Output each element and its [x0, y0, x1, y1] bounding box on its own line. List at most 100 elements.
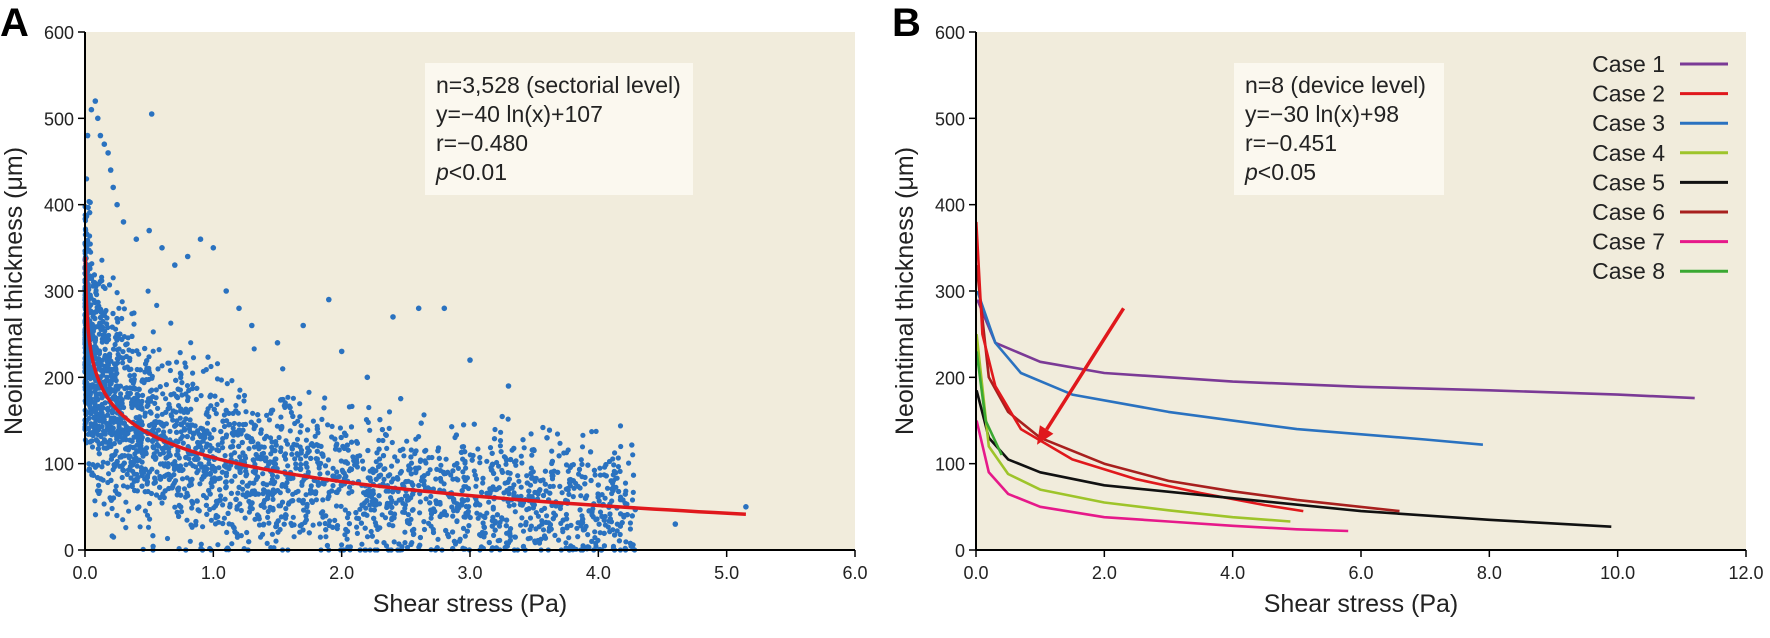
- scatter-point: [177, 350, 183, 356]
- scatter-point: [342, 532, 348, 538]
- scatter-point: [421, 482, 427, 488]
- scatter-point: [298, 456, 304, 462]
- scatter-point: [255, 474, 261, 480]
- scatter-point: [469, 457, 475, 463]
- scatter-point: [281, 403, 287, 409]
- scatter-point: [519, 460, 525, 466]
- panel-a-stat-p: p<0.01: [435, 159, 507, 185]
- series-line-case-4: [975, 334, 1291, 523]
- panel-a-stat-n: n=3,528 (sectorial level): [436, 72, 681, 98]
- scatter-point: [439, 511, 445, 517]
- scatter-point: [536, 540, 543, 546]
- scatter-point: [570, 494, 576, 500]
- scatter-point: [542, 535, 549, 541]
- scatter-point: [451, 497, 457, 503]
- scatter-point: [582, 495, 589, 502]
- scatter-point: [144, 403, 150, 409]
- scatter-point: [200, 432, 206, 438]
- scatter-point: [284, 480, 290, 486]
- scatter-point: [129, 333, 135, 339]
- scatter-point: [410, 531, 416, 538]
- scatter-point: [184, 517, 190, 523]
- scatter-point: [157, 495, 163, 501]
- scatter-point: [289, 446, 295, 452]
- scatter-point: [242, 515, 248, 521]
- scatter-point: [627, 526, 634, 532]
- scatter-point: [174, 429, 180, 435]
- scatter-point: [287, 428, 293, 434]
- scatter-point: [187, 429, 193, 435]
- scatter-point: [148, 111, 155, 117]
- scatter-point: [205, 354, 211, 360]
- scatter-point: [102, 285, 108, 291]
- fit-curve: [83, 257, 746, 516]
- scatter-point: [102, 400, 108, 406]
- scatter-point: [526, 488, 532, 494]
- scatter-point: [97, 132, 104, 139]
- legend-label: Case 1: [1592, 51, 1665, 77]
- scatter-point: [384, 503, 390, 509]
- scatter-point: [474, 510, 480, 516]
- scatter-point: [319, 480, 326, 486]
- scatter-point: [333, 503, 340, 509]
- scatter-point: [528, 470, 534, 476]
- scatter-point: [121, 306, 127, 312]
- scatter-point: [337, 425, 343, 431]
- scatter-point: [481, 534, 487, 540]
- scatter-point: [416, 482, 422, 489]
- scatter-point: [166, 401, 172, 407]
- scatter-point: [568, 478, 574, 484]
- scatter-point: [332, 517, 338, 524]
- scatter-point: [232, 473, 238, 479]
- scatter-point: [155, 366, 161, 372]
- scatter-point: [507, 537, 513, 543]
- scatter-point: [91, 272, 97, 278]
- scatter-point: [323, 513, 329, 519]
- scatter-point: [339, 542, 345, 548]
- scatter-point: [336, 447, 342, 453]
- scatter-point: [502, 480, 508, 486]
- scatter-point: [511, 490, 517, 496]
- scatter-point: [190, 370, 196, 376]
- scatter-point: [544, 513, 550, 519]
- scatter-point: [288, 475, 294, 482]
- scatter-point: [124, 484, 131, 490]
- scatter-point: [92, 498, 98, 504]
- scatter-point: [87, 266, 93, 272]
- scatter-point: [557, 440, 563, 446]
- scatter-point: [548, 526, 554, 532]
- scatter-point: [93, 407, 99, 413]
- panel-a-y-tick-label: 400: [44, 196, 74, 216]
- scatter-point: [190, 435, 196, 441]
- scatter-point: [319, 451, 325, 457]
- scatter-point: [370, 466, 376, 472]
- scatter-point: [381, 466, 387, 472]
- scatter-point: [401, 453, 407, 459]
- scatter-point: [350, 454, 356, 460]
- scatter-point: [308, 455, 314, 461]
- scatter-point: [397, 470, 403, 476]
- scatter-point: [128, 475, 134, 481]
- scatter-point: [99, 324, 106, 330]
- scatter-point: [221, 423, 228, 430]
- panel-b-x-tick-label: 8.0: [1477, 563, 1502, 583]
- scatter-point: [155, 427, 162, 433]
- scatter-point: [540, 527, 547, 533]
- scatter-point: [423, 496, 429, 502]
- scatter-point: [162, 461, 168, 467]
- scatter-point: [154, 413, 160, 419]
- scatter-point: [181, 426, 187, 432]
- scatter-point: [421, 473, 427, 479]
- scatter-point: [403, 479, 409, 485]
- scatter-point: [531, 502, 537, 508]
- legend-label: Case 3: [1592, 110, 1665, 136]
- scatter-point: [597, 530, 603, 536]
- scatter-point: [349, 439, 355, 445]
- panel-a-stats-box: [425, 63, 693, 195]
- scatter-point: [290, 395, 296, 401]
- scatter-point: [124, 431, 130, 437]
- scatter-point: [126, 467, 132, 473]
- scatter-point: [314, 423, 320, 429]
- scatter-point: [123, 385, 130, 391]
- scatter-point: [249, 506, 255, 512]
